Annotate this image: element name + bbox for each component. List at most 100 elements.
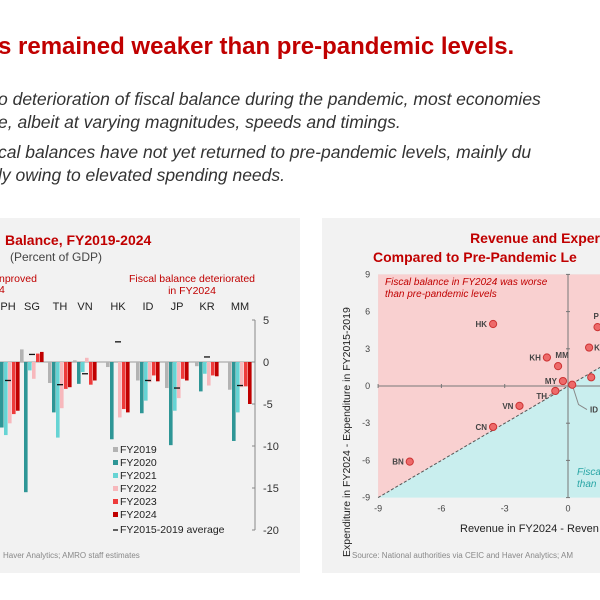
legend-label-FY2019: FY2019	[120, 444, 157, 456]
bar-SG-FY2021	[28, 362, 32, 371]
legend-label-FY2020: FY2020	[120, 457, 157, 469]
y-tick-label: -3	[362, 418, 370, 428]
legend-label-FY2021: FY2021	[120, 470, 157, 482]
point-MY	[558, 376, 568, 386]
bar-SG-FY2020	[24, 362, 28, 493]
point-MM	[553, 362, 563, 371]
id-leader-line	[571, 384, 588, 410]
point-HK	[488, 319, 498, 329]
region-worse-label-2: than pre-pandemic levels	[385, 289, 497, 300]
bar-JP-FY2024	[185, 362, 189, 381]
bar-MM-FY2021	[236, 362, 240, 413]
y-tick-label: -20	[263, 525, 279, 537]
category-label-ID: ID	[143, 301, 154, 313]
legend-swatch-FY2021	[113, 473, 118, 478]
bar-HK-FY2024	[126, 362, 130, 413]
scatter-x-label: Revenue in FY2024 - Reven	[460, 523, 599, 535]
y-tick-label: 0	[365, 381, 370, 391]
x-tick-label: -6	[437, 504, 445, 514]
x-tick-label: 0	[565, 504, 570, 514]
bar-TH-FY2019	[48, 362, 52, 383]
category-label-MM: MM	[231, 301, 249, 313]
bar-KR-FY2024	[215, 362, 219, 377]
y-tick-label: 3	[365, 344, 370, 354]
point-ID	[568, 380, 577, 389]
bar-PH-FY2020	[0, 362, 4, 428]
bar-PH-FY2024	[16, 362, 20, 411]
point-label-CN: CN	[476, 423, 488, 432]
bullet-2-line-1: cal balances have not yet returned to pr…	[0, 142, 532, 162]
x-tick-label: -3	[501, 504, 509, 514]
category-label-JP: JP	[171, 301, 184, 313]
bar-VN-FY2019	[73, 360, 77, 362]
bar-VN-FY2023	[89, 362, 93, 385]
bar-SG-FY2019	[20, 349, 24, 362]
legend-swatch-FY2024	[113, 512, 118, 517]
bar-KR-FY2023	[211, 362, 215, 376]
category-label-TH: TH	[53, 301, 68, 313]
category-label-HK: HK	[110, 301, 126, 313]
bar-ID-FY2023	[152, 362, 156, 376]
point-label-MY: MY	[545, 377, 558, 386]
y-tick-label: -9	[362, 493, 370, 503]
y-tick-label: -15	[263, 483, 279, 495]
bar-SG-FY2024	[40, 351, 44, 362]
point-P	[593, 323, 600, 332]
legend-swatch-FY2023	[113, 499, 118, 504]
point-label-BN: BN	[392, 458, 404, 467]
legend-label-average: FY2015-2019 average	[120, 524, 225, 536]
bar-chart-title: Balance, FY2019-2024	[5, 232, 152, 248]
bar-MM-FY2023	[244, 362, 248, 387]
point-TH	[551, 386, 560, 396]
point-VN	[515, 401, 524, 410]
bar-chart-subtitle: (Percent of GDP)	[10, 250, 102, 264]
bar-HK-FY2022	[118, 362, 122, 418]
bar-MM-FY2024	[248, 362, 252, 404]
legend-swatch-FY2022	[113, 486, 118, 491]
point-label-K: K	[594, 344, 600, 353]
category-label-VN: VN	[77, 301, 92, 313]
bar-MM-FY2019	[228, 362, 232, 390]
point-KH	[542, 353, 552, 362]
bar-PH-FY2021	[4, 362, 8, 436]
point-label-ID: ID	[590, 406, 598, 415]
diagonal-line	[377, 366, 600, 499]
bullet-1-line-1: o deterioration of fiscal balance during…	[0, 89, 541, 109]
bar-KR-FY2019	[195, 362, 199, 367]
point-unlabeled	[587, 373, 596, 382]
annotation-improved: nproved	[0, 273, 37, 285]
annotation-improved-2: 4	[0, 284, 5, 296]
slide-headline: s remained weaker than pre-pandemic leve…	[0, 33, 515, 60]
bar-ID-FY2021	[144, 362, 148, 401]
bar-TH-FY2020	[52, 362, 56, 413]
bar-ID-FY2022	[148, 362, 152, 383]
legend-swatch-FY2019	[113, 447, 118, 452]
bar-VN-FY2021	[81, 362, 85, 373]
bar-ID-FY2019	[136, 362, 140, 381]
bar-JP-FY2019	[165, 362, 169, 389]
bullet-1-line-2: e, albeit at varying magnitudes, speeds …	[0, 112, 401, 132]
bar-KR-FY2021	[203, 362, 207, 374]
scatter-y-label: Expenditure in FY2024 - Expenditure in F…	[341, 307, 353, 557]
y-tick-label: 0	[263, 357, 269, 369]
bar-TH-FY2021	[56, 362, 60, 438]
y-tick-label: 6	[365, 307, 370, 317]
scatter-source: Source: National authorities via CEIC an…	[352, 551, 573, 560]
region-better-label-2: than	[577, 479, 597, 490]
bar-KR-FY2020	[199, 362, 203, 392]
region-better-label: Fisca	[577, 467, 600, 478]
y-tick-label: 5	[263, 315, 269, 327]
bar-PH-FY2023	[12, 362, 16, 415]
y-tick-label: 9	[365, 269, 370, 279]
legend-label-FY2023: FY2023	[120, 496, 157, 508]
bar-VN-FY2022	[85, 357, 89, 362]
x-tick-label: -9	[374, 504, 382, 514]
category-label-KR: KR	[199, 301, 214, 313]
bar-chart-source: Haver Analytics; AMRO staff estimates	[3, 551, 140, 560]
point-label-KH: KH	[529, 353, 541, 362]
bar-ID-FY2020	[140, 362, 144, 414]
bar-SG-FY2022	[32, 362, 36, 379]
legend-label-FY2022: FY2022	[120, 483, 157, 495]
y-tick-label: -6	[362, 455, 370, 465]
